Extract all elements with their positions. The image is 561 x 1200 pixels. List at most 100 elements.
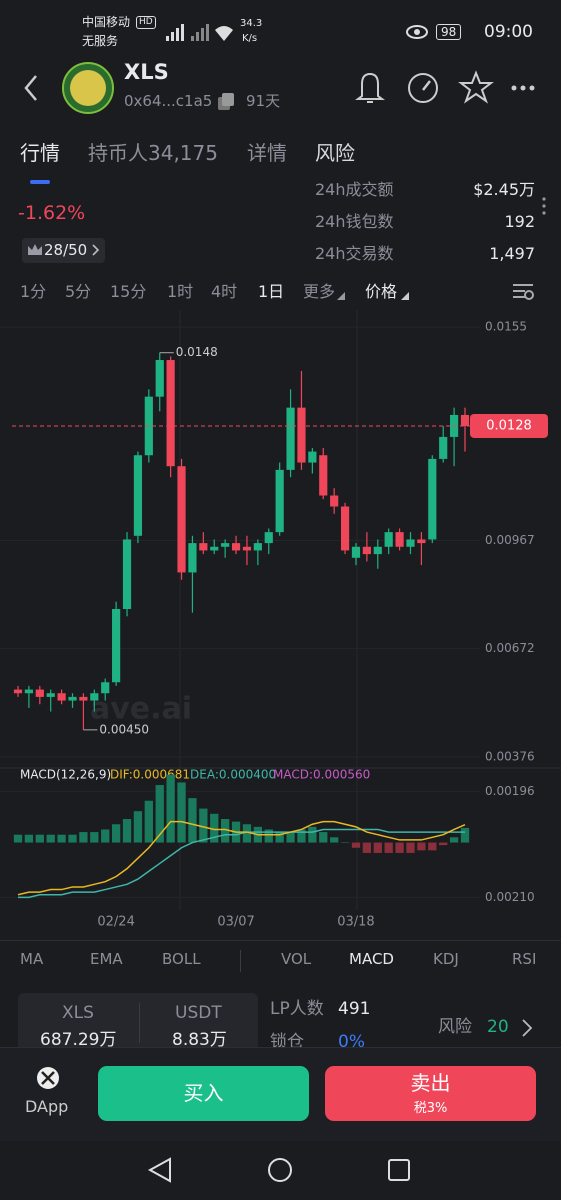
macd-legend: DEA:0.000400 [190, 768, 276, 782]
candle-body [35, 689, 44, 697]
stat-label: 24h交易数 [315, 244, 394, 263]
shape [542, 211, 546, 215]
macd-bar [373, 842, 382, 853]
candle-body [231, 543, 241, 551]
stat-value: 1,497 [489, 244, 535, 263]
copy-icon[interactable] [216, 92, 236, 112]
macd-bar [57, 834, 66, 843]
header-graphics [24, 62, 114, 114]
macd-bar [275, 832, 284, 843]
shape [215, 26, 233, 41]
macd-bar [406, 842, 415, 853]
eye-icon [406, 25, 428, 39]
shape [529, 85, 535, 91]
shape [406, 25, 428, 39]
macd-bar [155, 785, 164, 843]
carrier: 中国移动 [82, 15, 131, 29]
timeframe[interactable]: 4时 [211, 282, 238, 301]
macd-bar [188, 798, 197, 843]
bell-icon[interactable] [355, 72, 385, 103]
gauge-icon[interactable] [408, 73, 438, 103]
indicator[interactable]: RSI [512, 950, 537, 968]
sell-button[interactable] [325, 1066, 536, 1121]
macd-bar [111, 824, 121, 843]
macd-y-tick-label: 0.00196 [485, 784, 535, 798]
macd-bar [264, 829, 273, 843]
tab[interactable]: 行情 [20, 141, 60, 165]
nav-home[interactable] [268, 1158, 292, 1182]
timeframe[interactable]: 更多 [303, 282, 336, 301]
indicator-divider [240, 950, 241, 972]
timeframe[interactable]: 价格 [365, 282, 398, 301]
macd-bar [144, 800, 153, 843]
candle-body [319, 455, 328, 496]
timeframe[interactable]: 1时 [167, 282, 194, 301]
macd-bar [90, 832, 99, 843]
x-tick-label: 03/18 [337, 915, 374, 930]
shape [414, 29, 420, 35]
indicator[interactable]: VOL [281, 950, 312, 968]
shape [166, 36, 169, 41]
more-icon[interactable] [511, 85, 517, 91]
macd-bar [35, 834, 44, 843]
timeframe[interactable]: 1分 [20, 282, 47, 301]
macd-bar [177, 782, 186, 843]
star-icon[interactable] [458, 70, 494, 104]
y-tick-label: 0.00672 [485, 641, 535, 655]
dapp-icon[interactable] [36, 1066, 60, 1090]
indicator[interactable]: EMA [90, 950, 123, 968]
divider [0, 940, 561, 941]
buy-label[interactable]: 买入 [183, 1081, 224, 1105]
stats-more[interactable] [540, 196, 548, 218]
back-button[interactable] [24, 75, 37, 101]
indicator[interactable]: KDJ [433, 950, 459, 968]
tab[interactable]: 详情 [247, 141, 287, 165]
last-price-tag [470, 413, 548, 438]
shape [513, 290, 525, 292]
stat-label: 24h成交额 [315, 180, 394, 199]
tab[interactable]: 持币人34,175 [88, 141, 218, 165]
candle-body [79, 696, 88, 701]
macd-bar [166, 774, 175, 843]
token-logo-inner [70, 70, 106, 106]
nav-back[interactable] [147, 1157, 171, 1183]
candle-body [428, 458, 437, 540]
shape [513, 296, 525, 298]
macd-bar [24, 834, 34, 843]
macd-dif-line [17, 820, 466, 896]
candle-body [395, 532, 404, 547]
candle-body [166, 360, 175, 467]
stat-value: $2.45万 [473, 180, 535, 199]
risk-label: 风险 [438, 1017, 472, 1037]
indicator[interactable]: MA [20, 950, 44, 968]
shape [206, 24, 209, 41]
shape [422, 80, 431, 91]
tab[interactable]: 风险 [315, 141, 355, 165]
low-label: 0.00450 [99, 722, 149, 736]
candle-body [112, 609, 121, 683]
shape [196, 32, 199, 41]
candle-body [275, 469, 284, 533]
dapp-label[interactable]: DApp [25, 1097, 69, 1116]
macd-bar [210, 813, 219, 843]
candle-body [210, 546, 219, 551]
rank: 28/50 [44, 241, 88, 259]
sell-label[interactable]: 卖出 [410, 1071, 451, 1095]
macd-legend: MACD:0.000560 [273, 768, 370, 782]
shape [171, 32, 174, 41]
net-speed: 34.3 [240, 18, 263, 29]
timeframe[interactable]: 1日 [258, 282, 285, 301]
risk-arrow[interactable] [520, 1018, 534, 1038]
price-change: -1.62% [18, 202, 86, 224]
candle-body [384, 532, 393, 547]
chart-settings[interactable] [511, 281, 535, 303]
buy-button[interactable] [98, 1066, 309, 1121]
candle-body [155, 360, 164, 397]
indicator[interactable]: BOLL [162, 950, 201, 968]
indicator[interactable]: MACD [349, 950, 394, 968]
timeframe[interactable]: 15分 [110, 282, 147, 301]
stat-value: 192 [504, 212, 535, 231]
lock-label: 锁仓 [270, 1032, 304, 1052]
timeframe[interactable]: 5分 [65, 282, 92, 301]
nav-recents[interactable] [388, 1159, 410, 1181]
